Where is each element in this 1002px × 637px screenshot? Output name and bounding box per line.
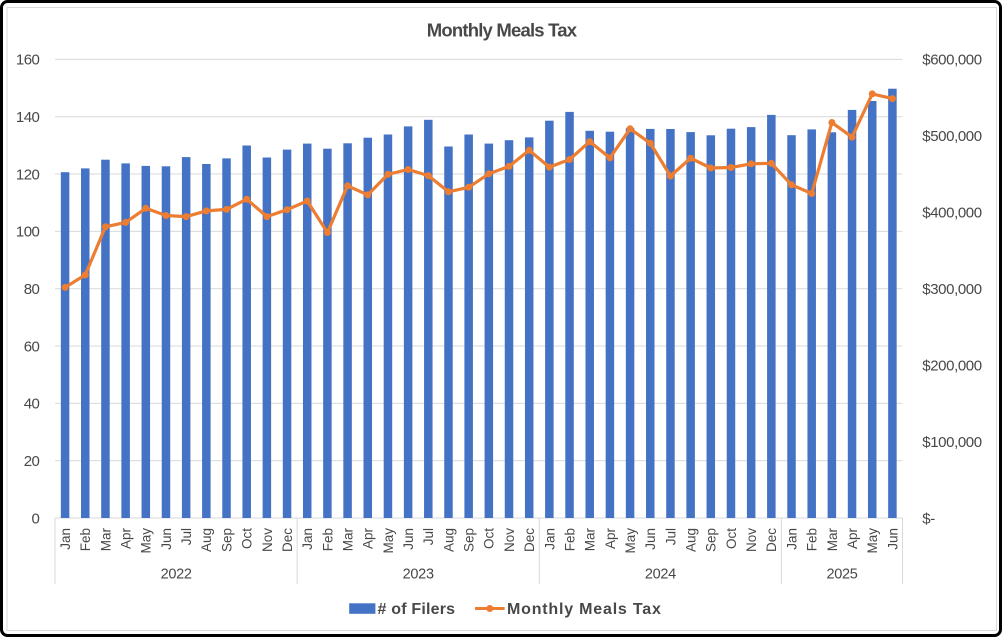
svg-text:May: May (139, 528, 154, 554)
svg-text:160: 160 (16, 52, 40, 69)
svg-text:Feb: Feb (78, 528, 93, 551)
svg-text:Nov: Nov (502, 528, 517, 552)
svg-text:0: 0 (32, 510, 40, 527)
svg-text:$-: $- (922, 510, 935, 527)
svg-text:Jan: Jan (542, 528, 557, 550)
svg-text:100: 100 (16, 224, 40, 241)
svg-text:Feb: Feb (805, 528, 820, 551)
svg-text:Jul: Jul (663, 528, 678, 545)
svg-text:Oct: Oct (724, 528, 739, 549)
svg-text:Mar: Mar (825, 527, 840, 551)
svg-text:2022: 2022 (161, 567, 192, 583)
svg-text:Dec: Dec (522, 528, 537, 552)
svg-text:Feb: Feb (562, 528, 577, 551)
svg-text:Apr: Apr (119, 528, 134, 550)
svg-text:Jul: Jul (179, 528, 194, 545)
svg-text:$600,000: $600,000 (922, 52, 981, 69)
svg-text:Monthly Meals Tax: Monthly Meals Tax (427, 20, 578, 41)
svg-text:Feb: Feb (320, 528, 335, 551)
svg-text:Oct: Oct (482, 528, 497, 549)
svg-text:Mar: Mar (98, 527, 113, 551)
svg-text:May: May (381, 528, 396, 554)
svg-text:140: 140 (16, 109, 40, 126)
svg-text:20: 20 (24, 453, 40, 470)
svg-text:Aug: Aug (199, 528, 214, 552)
svg-text:Oct: Oct (240, 528, 255, 549)
svg-text:Jan: Jan (58, 528, 73, 550)
svg-text:Jul: Jul (421, 528, 436, 545)
svg-text:$500,000: $500,000 (922, 128, 981, 145)
svg-text:Jun: Jun (159, 528, 174, 550)
svg-text:Jun: Jun (885, 528, 900, 550)
svg-text:Aug: Aug (684, 528, 699, 552)
svg-text:# of Filers: # of Filers (378, 601, 456, 618)
svg-text:Aug: Aug (441, 528, 456, 552)
svg-text:40: 40 (24, 396, 40, 413)
svg-text:Apr: Apr (361, 528, 376, 550)
svg-text:80: 80 (24, 281, 40, 298)
svg-text:May: May (865, 528, 880, 554)
svg-text:Sep: Sep (704, 528, 719, 552)
svg-text:2024: 2024 (645, 567, 676, 583)
svg-text:2023: 2023 (403, 567, 434, 583)
svg-text:Dec: Dec (764, 528, 779, 552)
svg-text:May: May (623, 528, 638, 554)
svg-text:Mar: Mar (583, 527, 598, 551)
svg-text:Mar: Mar (340, 527, 355, 551)
svg-text:$100,000: $100,000 (922, 434, 981, 451)
svg-text:Nov: Nov (260, 528, 275, 552)
svg-text:$400,000: $400,000 (922, 205, 981, 222)
svg-text:Monthly Meals Tax: Monthly Meals Tax (507, 601, 662, 618)
svg-text:$300,000: $300,000 (922, 281, 981, 298)
svg-text:Apr: Apr (603, 528, 618, 550)
svg-text:Apr: Apr (845, 528, 860, 550)
svg-text:Sep: Sep (462, 528, 477, 552)
svg-text:Jun: Jun (643, 528, 658, 550)
svg-text:Dec: Dec (280, 528, 295, 552)
svg-text:$200,000: $200,000 (922, 357, 981, 374)
svg-text:Jan: Jan (300, 528, 315, 550)
svg-text:Jun: Jun (401, 528, 416, 550)
svg-text:60: 60 (24, 338, 40, 355)
svg-text:120: 120 (16, 166, 40, 183)
svg-text:2025: 2025 (826, 567, 857, 583)
svg-text:Sep: Sep (219, 528, 234, 552)
svg-text:Nov: Nov (744, 528, 759, 552)
svg-text:Jan: Jan (784, 528, 799, 550)
